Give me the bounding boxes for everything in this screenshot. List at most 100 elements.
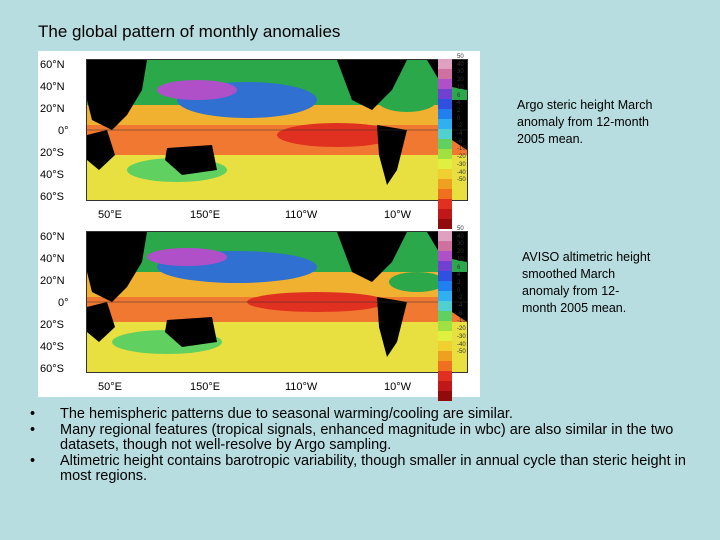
aviso-colorbar	[438, 231, 452, 401]
colorbar-swatch	[438, 69, 452, 79]
colorbar-label: 0	[457, 115, 461, 122]
bullet-item: • Altimetric height contains barotropic …	[30, 452, 710, 485]
colorbar-swatch	[438, 341, 452, 351]
colorbar-swatch	[438, 169, 452, 179]
lon-label: 10°W	[384, 381, 412, 393]
colorbar-label: 4	[457, 272, 461, 279]
colorbar-swatch	[438, 351, 452, 361]
argo-caption: Argo steric height March anomaly from 12…	[517, 98, 653, 146]
lon-label: 150°E	[190, 381, 221, 393]
colorbar-label: 2	[457, 279, 461, 286]
colorbar-swatch	[438, 209, 452, 219]
bullet-dot: •	[30, 406, 36, 422]
colorbar-swatch	[438, 301, 452, 311]
colorbar-label: 0	[457, 287, 461, 294]
lat-label: 20°N	[40, 103, 65, 115]
lon-label: 50°E	[98, 209, 122, 221]
colorbar-label: 40	[457, 233, 464, 240]
lat-label: 60°N	[40, 231, 65, 243]
colorbar-swatch	[438, 381, 452, 391]
colorbar-swatch	[438, 261, 452, 271]
figure-panel: 60°N 40°N 20°N 0° 20°S 40°S 60°S 50°E 15…	[38, 51, 480, 401]
bullet-item: • The hemispheric patterns due to season…	[30, 406, 710, 423]
colorbar-label: 6	[457, 92, 461, 99]
slide-title: The global pattern of monthly anomalies	[38, 22, 341, 41]
colorbar-label: -20	[457, 326, 466, 333]
colorbar-label: -10	[457, 318, 466, 325]
colorbar-label: 2	[457, 107, 461, 114]
colorbar-swatch	[438, 251, 452, 261]
colorbar-label: 30	[457, 69, 464, 76]
colorbar-label: -30	[457, 333, 466, 340]
colorbar-swatch	[438, 311, 452, 321]
colorbar-label: -10	[457, 146, 466, 153]
colorbar-label: -4	[457, 131, 463, 138]
lat-label: 40°N	[40, 253, 65, 265]
colorbar-labels: 50 40 30 20 10 6 4 2 0 -2 -4 -6 -10 -20 -30 -40 -50	[457, 226, 466, 357]
colorbar-label: -6	[457, 138, 463, 145]
colorbar-swatch	[438, 291, 452, 301]
colorbar-label: -40	[457, 169, 466, 176]
lat-label: 20°S	[40, 319, 64, 331]
colorbar-swatch	[438, 99, 452, 109]
colorbar-labels: 50 40 30 20 10 6 4 2 0 -2 -4 -6 -10 -20 -30 -40 -50	[457, 54, 466, 185]
lon-label: 50°E	[98, 381, 122, 393]
colorbar-swatch	[438, 189, 452, 199]
colorbar-swatch	[438, 119, 452, 129]
colorbar-swatch	[438, 139, 452, 149]
colorbar-swatch	[438, 199, 452, 209]
lat-label: 20°N	[40, 275, 65, 287]
colorbar-swatch	[438, 321, 452, 331]
lat-label: 60°S	[40, 191, 64, 203]
colorbar-label: 30	[457, 241, 464, 248]
colorbar-label: 10	[457, 256, 464, 263]
colorbar-swatch	[438, 371, 452, 381]
colorbar-swatch	[438, 231, 452, 241]
colorbar-label: -6	[457, 310, 463, 317]
argo-anomaly-map	[86, 59, 468, 201]
aviso-anomaly-map	[86, 231, 468, 373]
colorbar-label: 50	[457, 226, 464, 232]
colorbar-label: -40	[457, 341, 466, 348]
colorbar-swatch	[438, 89, 452, 99]
colorbar-label: 6	[457, 264, 461, 271]
colorbar-swatch	[438, 281, 452, 291]
colorbar-swatch	[438, 59, 452, 69]
colorbar-swatch	[438, 391, 452, 401]
colorbar-swatch	[438, 361, 452, 371]
colorbar-label: 20	[457, 249, 464, 256]
colorbar-label: 10	[457, 84, 464, 91]
colorbar-label: -50	[457, 349, 466, 356]
colorbar-swatch	[438, 241, 452, 251]
bullet-text: Many regional features (tropical signals…	[60, 421, 674, 453]
lat-label: 40°S	[40, 341, 64, 353]
lon-label: 10°W	[384, 209, 412, 221]
bullet-text: The hemispheric patterns due to seasonal…	[60, 406, 513, 422]
bullet-list: • The hemispheric patterns due to season…	[30, 406, 710, 485]
aviso-caption: AVISO altimetric height smoothed March a…	[522, 250, 651, 315]
lon-label: 150°E	[190, 209, 221, 221]
bullet-text: Altimetric height contains barotropic va…	[60, 452, 686, 484]
colorbar-label: -2	[457, 295, 463, 302]
colorbar-swatch	[438, 79, 452, 89]
colorbar-swatch	[438, 271, 452, 281]
bullet-dot: •	[30, 452, 36, 469]
colorbar-swatch	[438, 331, 452, 341]
colorbar-swatch	[438, 129, 452, 139]
colorbar-swatch	[438, 159, 452, 169]
colorbar-swatch	[438, 219, 452, 229]
lat-label: 40°S	[40, 169, 64, 181]
colorbar-label: 20	[457, 77, 464, 84]
colorbar-swatch	[438, 109, 452, 119]
lat-label: 0°	[58, 297, 69, 309]
lon-label: 110°W	[285, 209, 318, 221]
bullet-item: • Many regional features (tropical signa…	[30, 421, 710, 454]
lat-label: 40°N	[40, 81, 65, 93]
colorbar-label: -20	[457, 154, 466, 161]
bullet-dot: •	[30, 421, 36, 438]
colorbar-label: 40	[457, 61, 464, 68]
lon-label: 110°W	[285, 381, 318, 393]
lat-label: 60°N	[40, 59, 65, 71]
colorbar-label: -30	[457, 161, 466, 168]
colorbar-label: -4	[457, 303, 463, 310]
